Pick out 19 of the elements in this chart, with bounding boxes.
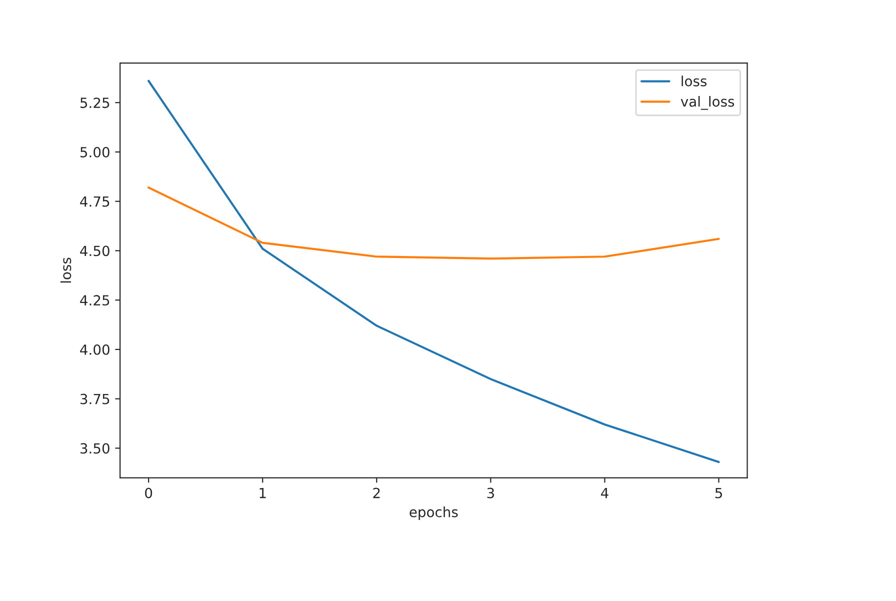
line-series (148, 186, 720, 260)
x-tick-label: 5 (715, 488, 722, 498)
x-tick-label: 4 (600, 488, 608, 498)
y-tick-label: 5.25 (80, 98, 110, 108)
y-tick-label: 4.00 (80, 344, 110, 355)
y-tick-label: 4.25 (80, 295, 110, 306)
y-tick-label: 3.75 (80, 394, 110, 404)
y-tick-label: 3.50 (80, 443, 110, 454)
legend-label: loss (682, 76, 707, 86)
y-tick-label: 4.75 (80, 196, 110, 207)
x-tick-label: 1 (260, 488, 266, 498)
y-axis-title: loss (60, 258, 72, 283)
legend-label: val_loss (680, 96, 734, 110)
x-tick-label: 0 (145, 488, 152, 498)
y-tick-label: 4.50 (80, 246, 110, 256)
y-tick-label: 5.00 (80, 146, 110, 158)
x-axis-title: epochs (410, 506, 458, 520)
x-tick-label: 3 (487, 488, 494, 498)
x-tick-label: 2 (373, 488, 380, 498)
